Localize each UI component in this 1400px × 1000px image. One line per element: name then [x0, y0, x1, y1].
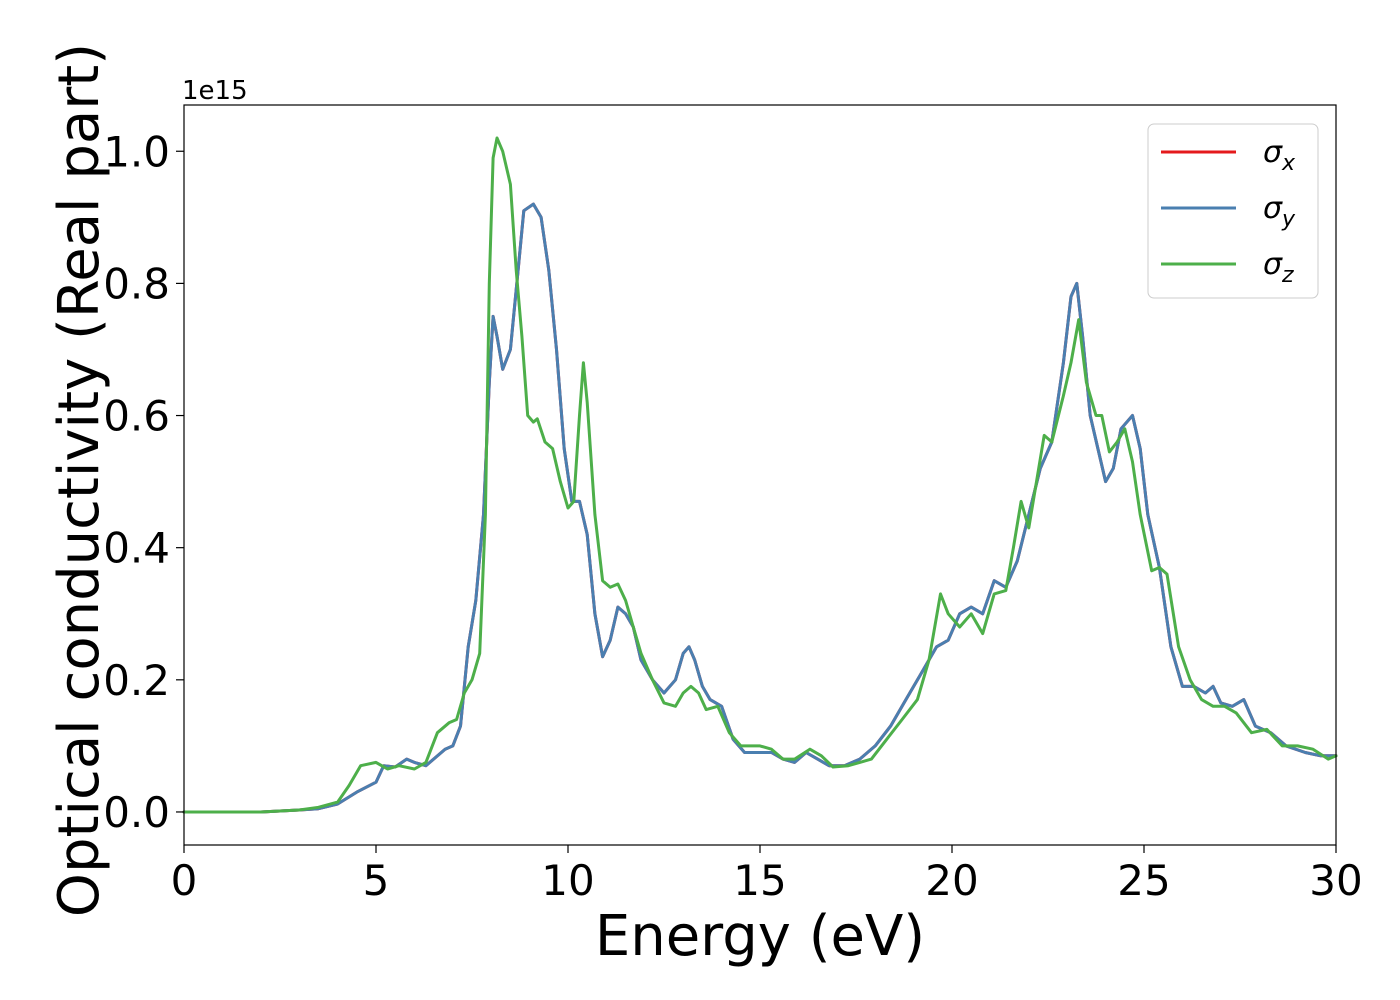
legend-label-x: σx: [1263, 135, 1296, 176]
legend-label-symbol: σ: [1263, 135, 1283, 170]
y-tick-label: 0.4: [103, 524, 170, 573]
series-line-z: [182, 136, 1338, 814]
x-tick-label: 30: [1309, 856, 1362, 905]
legend-label-subscript: y: [1281, 207, 1296, 232]
y-tick-label: 0.0: [103, 788, 170, 837]
x-tick-label: 5: [363, 856, 390, 905]
ticks-layer: 0 5 10 15 20 25 30 0.0 0.2 0.4 0.6 0.8 1.0: [103, 127, 1363, 905]
series-layer: [182, 136, 1338, 814]
legend-frame: [1147, 123, 1319, 299]
y-tick-label: 1.0: [103, 127, 170, 176]
x-tick-label: 20: [925, 856, 978, 905]
y-tick-label: 0.6: [103, 392, 170, 441]
legend-label-subscript: x: [1281, 151, 1296, 176]
y-tick-label: 0.2: [103, 656, 170, 705]
legend-label-subscript: z: [1281, 263, 1294, 288]
x-tick-label: 0: [171, 856, 198, 905]
series-line-y: [182, 202, 1338, 814]
x-tick-label: 25: [1117, 856, 1170, 905]
legend-label-y: σy: [1263, 191, 1296, 232]
legend-label-symbol: σ: [1263, 247, 1283, 282]
y-axis-title: Optical conductivity (Real part): [47, 43, 112, 917]
legend-label-z: σz: [1263, 247, 1294, 288]
x-tick-label: 15: [733, 856, 786, 905]
y-tick-label: 0.8: [103, 259, 170, 308]
legend-label-symbol: σ: [1263, 191, 1283, 226]
y-offset-label: 1e15: [182, 76, 248, 106]
x-tick-label: 10: [541, 856, 594, 905]
x-axis-title: Energy (eV): [595, 904, 925, 969]
